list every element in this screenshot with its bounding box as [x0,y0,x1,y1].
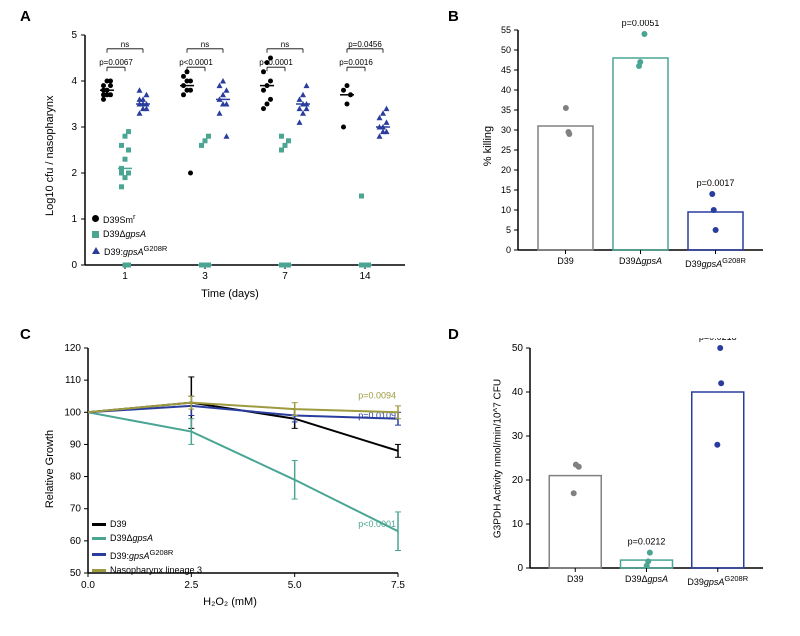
svg-text:70: 70 [70,504,82,515]
svg-text:0: 0 [506,245,511,255]
svg-text:3: 3 [71,122,77,133]
svg-text:10: 10 [512,519,524,530]
svg-text:p<0.0001: p<0.0001 [358,519,396,529]
svg-text:5: 5 [506,225,511,235]
svg-text:p=0.0094: p=0.0094 [358,390,396,400]
svg-text:110: 110 [65,375,81,386]
panel-a-xlabel: Time (days) [40,288,420,300]
svg-text:35: 35 [501,105,511,115]
panel-b: 0510152025303540455055D39D39ΔgpsAp=0.005… [478,20,778,310]
svg-text:p=0.0218: p=0.0218 [699,338,737,342]
panel-c-plot: 50 60 70 80 90 100 110 120 0.0 2.5 5.0 7.5 p<0.0001 p… [40,338,420,628]
svg-text:40: 40 [512,387,524,398]
svg-text:1: 1 [122,271,128,282]
panel-c: 50 60 70 80 90 100 110 120 0.0 2.5 5.0 7.5 p<0.0001 p… [40,338,420,628]
panel-a-plot: 0 1 2 3 4 5 1 p=0.0067 ns 3 p<0.0001 ns 7 p<0.0001 ns 1… [40,20,420,310]
panel-c-xlabel: H₂O₂ (mM) [40,596,420,608]
svg-text:p=0.0067: p=0.0067 [99,58,133,67]
svg-text:p=0.0456: p=0.0456 [348,40,382,49]
svg-text:3: 3 [202,271,208,282]
svg-text:20: 20 [501,165,511,175]
svg-text:p<0.0001: p<0.0001 [179,58,213,67]
svg-text:4: 4 [71,76,77,87]
svg-text:p<0.0001: p<0.0001 [259,58,293,67]
panel-label-d: D [448,326,459,343]
svg-text:50: 50 [501,45,511,55]
svg-text:60: 60 [70,536,82,547]
svg-text:90: 90 [70,439,82,450]
svg-text:p=0.0051: p=0.0051 [622,20,660,28]
svg-text:14: 14 [359,271,371,282]
panel-b-plot: 0510152025303540455055D39D39ΔgpsAp=0.005… [478,20,778,310]
svg-text:0: 0 [71,260,77,271]
svg-text:30: 30 [512,431,524,442]
svg-text:2: 2 [71,168,77,179]
svg-text:ns: ns [281,40,289,49]
svg-text:2.5: 2.5 [184,580,198,591]
svg-text:25: 25 [501,145,511,155]
svg-text:30: 30 [501,125,511,135]
panel-c-ylabel: Relative Growth [44,419,56,519]
panel-d: 01020304050D39D39ΔgpsAp=0.0212D39gpsAG20… [478,338,778,628]
svg-text:15: 15 [501,185,511,195]
svg-text:7: 7 [282,271,288,282]
svg-text:50: 50 [512,343,524,354]
panel-c-legend: D39D39ΔgpsAD39:gpsAG208RNasopharynx line… [92,518,202,578]
svg-text:1: 1 [71,214,77,225]
svg-text:40: 40 [501,85,511,95]
svg-text:10: 10 [501,205,511,215]
svg-text:5: 5 [71,30,77,41]
panel-a-ylabel: Log10 cfu / nasopharynx [44,96,56,216]
panel-b-ylabel: % killing [482,116,494,176]
svg-text:55: 55 [501,25,511,35]
svg-text:0.0: 0.0 [81,580,95,591]
svg-text:0: 0 [517,563,523,574]
svg-text:7.5: 7.5 [391,580,405,591]
svg-text:p=0.0017: p=0.0017 [697,178,735,188]
svg-text:p=0.0016: p=0.0016 [339,58,373,67]
panel-label-a: A [20,8,31,25]
panel-d-ylabel: G3PDH Activity nmol/min/10^7 CFU [493,374,504,544]
svg-text:ns: ns [121,40,129,49]
panel-a: 0 1 2 3 4 5 1 p=0.0067 ns 3 p<0.0001 ns 7 p<0.0001 ns 1… [40,20,420,310]
svg-text:ns: ns [201,40,209,49]
svg-text:20: 20 [512,475,524,486]
svg-text:p=0.0212: p=0.0212 [628,537,666,547]
svg-text:80: 80 [70,472,82,483]
svg-text:100: 100 [64,407,81,418]
svg-text:45: 45 [501,65,511,75]
panel-label-c: C [20,326,31,343]
svg-text:120: 120 [64,343,81,354]
svg-text:5.0: 5.0 [288,580,302,591]
panel-a-legend: D39SmrD39ΔgpsAD39:gpsAG208R [92,210,167,260]
svg-text:50: 50 [70,568,82,579]
panel-label-b: B [448,8,459,25]
panel-d-plot: 01020304050D39D39ΔgpsAp=0.0212D39gpsAG20… [478,338,778,628]
